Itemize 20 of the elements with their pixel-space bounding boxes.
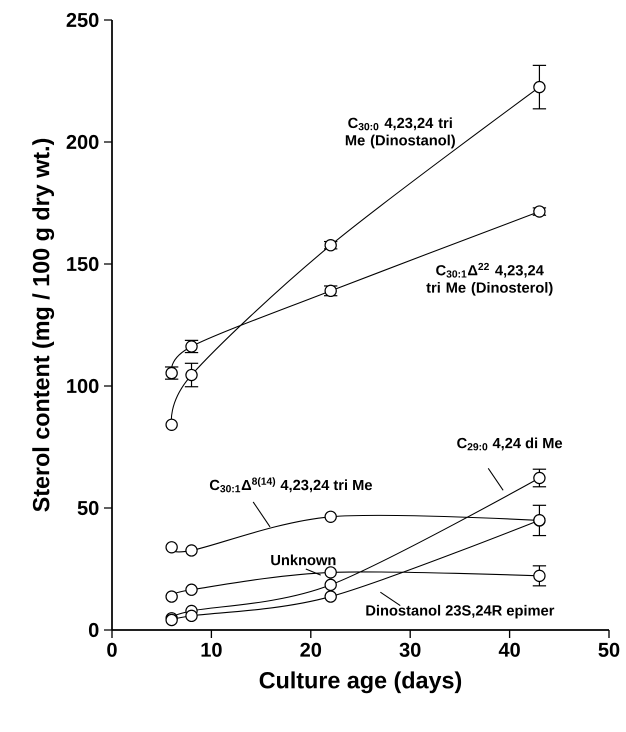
- y-tick-label: 100: [67, 378, 98, 394]
- x-tick-label: 50: [598, 642, 620, 657]
- series-label: Unknown: [271, 554, 336, 566]
- y-tick-label: 200: [66, 134, 98, 150]
- series-label: C$_{30:0}$ 4,23,24 tri Me (Dinostanol): [346, 117, 455, 148]
- y-tick-label: 250: [66, 12, 98, 28]
- series-label: C$_{30:1}$Δ$^{8(14)}$ 4,23,24 tri Me: [210, 477, 372, 492]
- text: C$_{29:0}$ 4,24 di Me: [457, 438, 562, 450]
- x-tick-label: 0: [107, 642, 117, 657]
- x-tick-label: 20: [300, 642, 322, 657]
- y-axis-title: Sterol content (mg / 100 g dry wt.): [32, 138, 54, 512]
- x-tick-label: 10: [202, 642, 222, 657]
- legend-label: Dinostanol 23S,24R epimer: [366, 604, 554, 619]
- x-tick-label: 40: [498, 642, 520, 657]
- y-tick-label: 150: [67, 256, 98, 272]
- y-tick-label: 0: [88, 622, 98, 638]
- x-tick-label: 30: [400, 642, 420, 657]
- x-axis-title: Culture age (days): [260, 671, 462, 694]
- y-tick-label: 50: [78, 500, 98, 516]
- series-label: C$_{30:1}$Δ$^{22}$ 4,23,24 tri Me (Dinosterol): [426, 262, 553, 296]
